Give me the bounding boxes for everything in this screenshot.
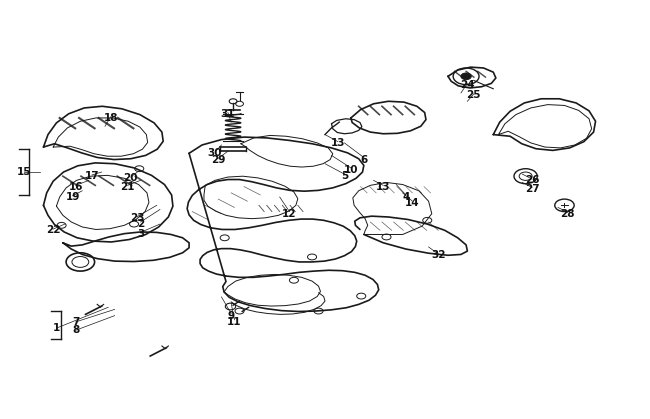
Text: 14: 14 bbox=[405, 198, 420, 208]
Text: 28: 28 bbox=[560, 209, 575, 219]
Text: 19: 19 bbox=[66, 192, 80, 202]
Text: 24: 24 bbox=[460, 80, 474, 90]
Text: 10: 10 bbox=[344, 165, 358, 175]
Text: 25: 25 bbox=[467, 90, 481, 100]
Text: 4: 4 bbox=[402, 192, 410, 202]
Text: 1: 1 bbox=[53, 323, 60, 333]
Text: 16: 16 bbox=[68, 181, 83, 191]
Text: 32: 32 bbox=[431, 250, 445, 260]
Text: 27: 27 bbox=[525, 184, 540, 194]
Text: 2: 2 bbox=[137, 219, 144, 229]
Text: 5: 5 bbox=[341, 171, 348, 181]
Text: 26: 26 bbox=[525, 176, 540, 185]
Text: 8: 8 bbox=[72, 325, 79, 335]
Text: 13: 13 bbox=[331, 138, 345, 148]
Text: 11: 11 bbox=[227, 317, 242, 327]
Text: 7: 7 bbox=[72, 317, 79, 327]
Text: 17: 17 bbox=[84, 171, 99, 181]
Text: 12: 12 bbox=[282, 209, 296, 219]
Text: 29: 29 bbox=[211, 155, 226, 165]
Text: 21: 21 bbox=[120, 181, 135, 191]
Text: 31: 31 bbox=[220, 109, 235, 119]
Text: 30: 30 bbox=[208, 148, 222, 158]
Text: 9: 9 bbox=[227, 310, 235, 321]
Circle shape bbox=[461, 73, 471, 80]
Text: 20: 20 bbox=[124, 173, 138, 183]
Text: 22: 22 bbox=[46, 225, 60, 235]
Text: 6: 6 bbox=[360, 155, 367, 165]
Text: 3: 3 bbox=[137, 230, 144, 240]
Text: 18: 18 bbox=[104, 113, 119, 123]
Text: 23: 23 bbox=[130, 213, 144, 223]
Text: 15: 15 bbox=[17, 167, 31, 177]
Text: 13: 13 bbox=[376, 181, 391, 191]
